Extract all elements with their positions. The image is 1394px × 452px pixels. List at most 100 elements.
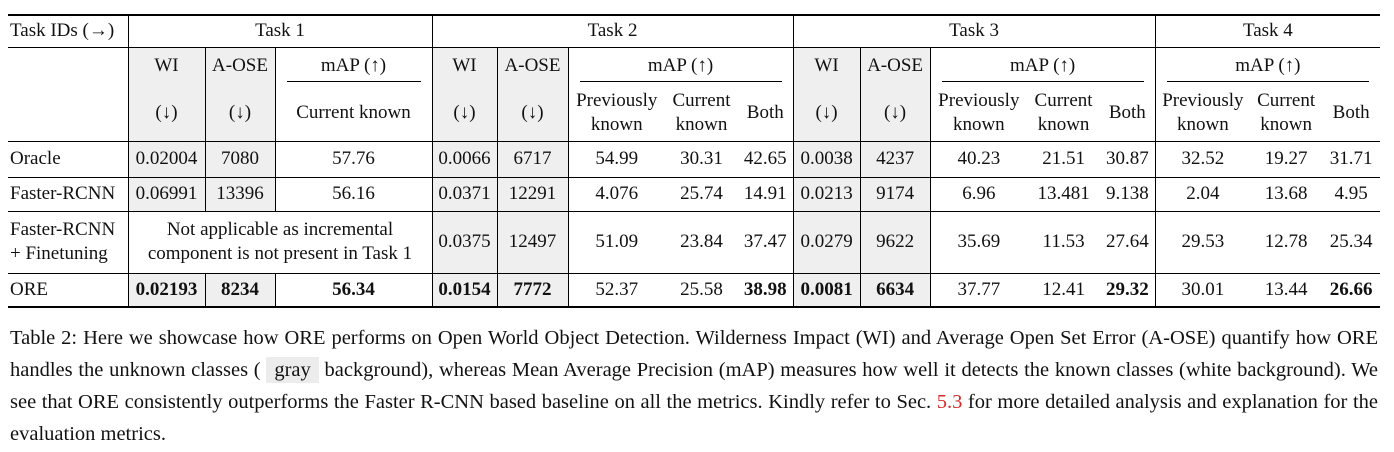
value-cell: 25.74 <box>665 177 738 212</box>
value-cell: 6.96 <box>930 177 1028 212</box>
header-row: Task IDs (→) Task 1 Task 2 Task 3 Task 4 <box>8 15 1381 48</box>
section-link[interactable]: 5.3 <box>936 391 963 413</box>
sub-header: Both <box>1100 85 1156 142</box>
value-cell: 26.66 <box>1322 272 1381 307</box>
value-cell: 30.01 <box>1155 272 1251 307</box>
value-cell: 21.51 <box>1027 141 1101 178</box>
sub-header: Current known <box>665 85 738 142</box>
metric-header-text: mAP (↑) <box>579 51 782 82</box>
value-cell: 12.41 <box>1027 272 1101 307</box>
value-cell: 42.65 <box>738 141 794 178</box>
value-cell: 9174 <box>860 177 931 212</box>
note-line: Not applicable as incremental <box>166 219 394 240</box>
data-row: Faster-RCNN + Finetuning Not applicable as… <box>8 211 1380 273</box>
note-cell: Not applicable as incremental component i… <box>128 211 433 273</box>
value-cell: 29.32 <box>1100 272 1156 307</box>
value-cell: 12291 <box>497 177 569 212</box>
value-cell: 13.68 <box>1250 177 1323 212</box>
metric-header: mAP (↑) <box>930 47 1156 85</box>
value-cell: 0.0213 <box>793 177 861 212</box>
value-cell: 32.52 <box>1155 141 1251 178</box>
value-cell: 57.76 <box>275 141 433 178</box>
caption: Table 2: Here we showcase how ORE perfor… <box>10 322 1378 450</box>
metric-header: mAP (↑) <box>568 47 794 85</box>
metric-header: WI <box>432 47 498 85</box>
value-cell: 0.06991 <box>128 177 206 212</box>
value-cell: 13.44 <box>1250 272 1323 307</box>
metric-header: WI <box>128 47 206 85</box>
row-label-line: + Finetuning <box>10 243 108 264</box>
sub-header: Previously known <box>1155 85 1251 142</box>
empty-cell <box>8 85 129 142</box>
value-cell: 14.91 <box>738 177 794 212</box>
value-cell: 40.23 <box>930 141 1028 178</box>
sub-header: Current known <box>275 85 433 142</box>
value-cell: 4237 <box>860 141 931 178</box>
value-cell: 0.0066 <box>432 141 498 178</box>
caption-text: background), whereas Mean Average Precis… <box>10 359 1379 413</box>
sub-header: (↓) <box>793 85 861 142</box>
sub-header: Previously known <box>568 85 665 142</box>
value-cell: 9622 <box>860 211 931 273</box>
row-label: Oracle <box>8 141 129 178</box>
header-row: (↓) (↓) Current known (↓) (↓) Previously know… <box>8 85 1381 142</box>
value-cell: 25.58 <box>665 272 738 307</box>
value-cell: 38.98 <box>738 272 794 307</box>
value-cell: 52.37 <box>568 272 665 307</box>
empty-cell <box>8 47 129 85</box>
metric-header: A-OSE <box>205 47 276 85</box>
value-cell: 19.27 <box>1250 141 1323 178</box>
value-cell: 2.04 <box>1155 177 1251 212</box>
data-row: Faster-RCNN 0.06991 13396 56.16 0.0371 12291 4… <box>8 177 1381 212</box>
value-cell: 0.0081 <box>793 272 861 307</box>
table-wrap: Task IDs (→) Task 1 Task 2 Task 3 Task 4 WI A-… <box>8 14 1381 308</box>
value-cell: 56.16 <box>275 177 433 212</box>
row-label-line: Faster-RCNN <box>10 183 116 204</box>
sub-header: (↓) <box>497 85 569 142</box>
value-cell: 4.95 <box>1322 177 1381 212</box>
sub-header: Current known <box>1250 85 1323 142</box>
data-row: ORE 0.02193 8234 56.34 0.0154 7772 52.37 25.58 3… <box>8 272 1381 307</box>
value-cell: 8234 <box>205 272 276 307</box>
value-cell: 37.77 <box>930 272 1028 307</box>
sub-header: Both <box>738 85 794 142</box>
sub-header: (↓) <box>860 85 931 142</box>
caption-text: Table 2: Here we showcase how ORE perfor… <box>10 327 1378 381</box>
header-row: WI A-OSE mAP (↑) WI A-OSE mAP (↑) WI A-OSE mAP (… <box>8 47 1380 85</box>
metric-header-text: mAP (↑) <box>941 51 1144 82</box>
task-header: Task 1 <box>128 15 433 48</box>
value-cell: 13.481 <box>1027 177 1101 212</box>
sub-header: Previously known <box>930 85 1028 142</box>
metric-header-text: mAP (↑) <box>286 51 421 82</box>
row-label: Faster-RCNN + Finetuning <box>8 211 129 273</box>
value-cell: 30.31 <box>665 141 738 178</box>
sub-header: Both <box>1322 85 1381 142</box>
value-cell: 23.84 <box>680 231 723 252</box>
value-cell: 6634 <box>860 272 931 307</box>
results-table: Task IDs (→) Task 1 Task 2 Task 3 Task 4 WI A-… <box>8 14 1381 308</box>
value-cell: 0.0375 <box>432 211 498 273</box>
value-cell: 4.076 <box>568 177 665 212</box>
gray-swatch: gray <box>266 357 319 383</box>
data-row: Oracle 0.02004 7080 57.76 0.0066 6717 54.99 30.… <box>8 141 1381 178</box>
value-cell: 0.0154 <box>432 272 498 307</box>
value-cell: 7080 <box>205 141 276 178</box>
row-label: Faster-RCNN <box>8 177 129 212</box>
value-cell: 6717 <box>497 141 569 178</box>
metric-header: WI <box>793 47 861 85</box>
value-cell: 27.64 <box>1100 211 1156 273</box>
caption-text: for more detailed analysis and explanati… <box>10 391 1378 445</box>
row-label-line: Oracle <box>10 148 61 169</box>
value-cell: 51.09 <box>595 231 639 252</box>
value-cell: 9.138 <box>1100 177 1156 212</box>
metric-header: A-OSE <box>860 47 931 85</box>
value-cell: 0.02004 <box>128 141 206 178</box>
value-cell: 29.53 <box>1181 231 1225 252</box>
value-cell: 12.78 <box>1264 231 1308 252</box>
value-cell: 0.0038 <box>793 141 861 178</box>
value-cell: 31.71 <box>1322 141 1381 178</box>
value-cell: 11.53 <box>1042 231 1085 252</box>
value-cell: 56.34 <box>275 272 433 307</box>
row-label-line: Faster-RCNN <box>10 219 116 240</box>
